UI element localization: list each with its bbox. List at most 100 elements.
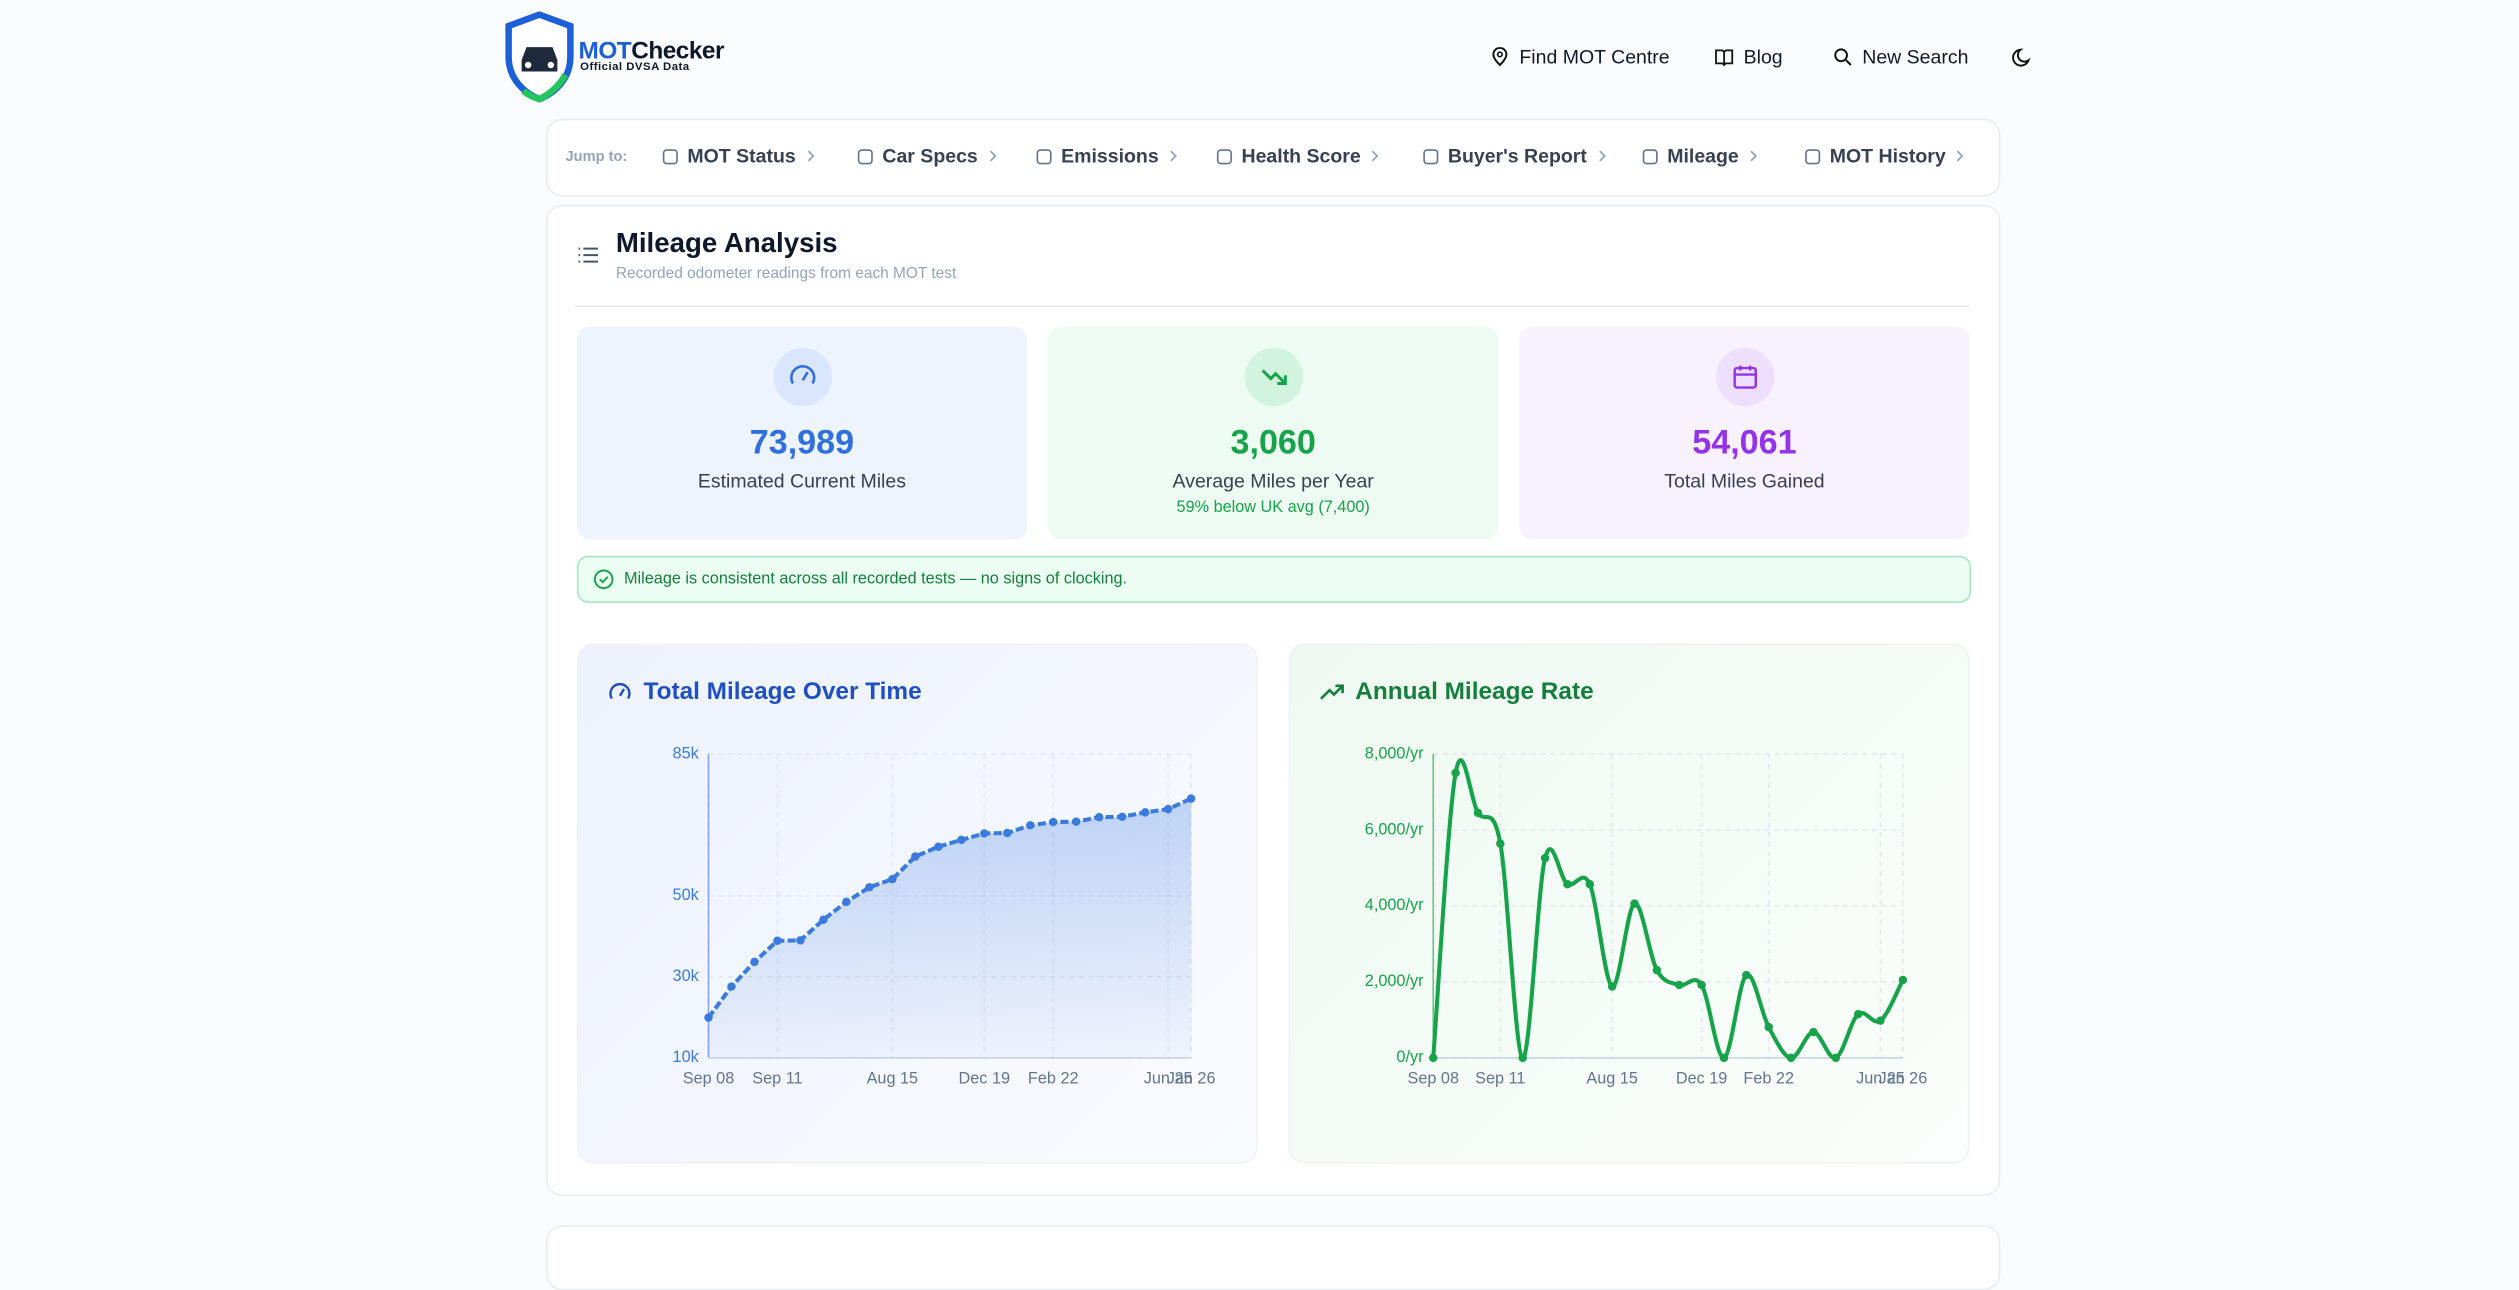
- point: [796, 936, 805, 945]
- jump-text: MOT Status: [687, 144, 796, 168]
- point: [1898, 975, 1908, 985]
- jump-text: Health Score: [1241, 144, 1361, 168]
- jump-text: Emissions: [1061, 144, 1159, 168]
- divider: [575, 305, 1970, 308]
- tagline: Official DVSA Data: [580, 61, 690, 74]
- y-tick-label: 2,000/yr: [1365, 972, 1424, 990]
- point: [1071, 817, 1081, 826]
- next-card: [546, 1225, 2001, 1290]
- y-tick-label: 10k: [673, 1048, 700, 1066]
- jump-bar: [546, 118, 2001, 197]
- icon: [1805, 148, 1821, 164]
- body: MOTChecker Official DVSA Data Find MOT C…: [504, 11, 2033, 1290]
- jump-link[interactable]: MOT History: [1804, 144, 1967, 168]
- icon: [857, 148, 873, 164]
- x-tick-label: Dec 19: [1676, 1069, 1728, 1087]
- nav-text: New Search: [1862, 45, 1969, 69]
- nav-link[interactable]: New Search: [1833, 45, 1969, 69]
- nav-link[interactable]: Find MOT Centre: [1490, 46, 1670, 68]
- icon: [1642, 148, 1658, 164]
- jump-link[interactable]: Health Score: [1216, 144, 1382, 168]
- point: [1876, 1016, 1885, 1025]
- chart-icon: [609, 682, 631, 700]
- point: [1764, 1022, 1773, 1032]
- page: Mileage Analysis { "header": {"brand_pre…: [504, 11, 2033, 1290]
- x-tick-label: Sep 08: [683, 1069, 735, 1087]
- point: [888, 874, 897, 884]
- theme-toggle[interactable]: [2012, 47, 2033, 68]
- chart-icon: [1320, 684, 1344, 700]
- point: [1563, 880, 1572, 889]
- point: [1652, 965, 1662, 975]
- stat-card: 54,061 Total Miles Gained: [1519, 326, 1970, 540]
- stat-label: Estimated Current Miles: [697, 469, 906, 493]
- section-title: Mileage Analysis: [615, 227, 838, 259]
- icon: [1715, 49, 1734, 67]
- section-subtitle: Recorded odometer readings from each MOT…: [615, 264, 957, 283]
- point: [1697, 980, 1706, 990]
- chevron: [1372, 150, 1380, 162]
- y-tick-label: 8,000/yr: [1365, 744, 1424, 762]
- point: [957, 835, 966, 845]
- chevron: [807, 150, 815, 162]
- chevron: [1750, 150, 1758, 162]
- jump-link[interactable]: Mileage: [1641, 144, 1760, 168]
- point: [1496, 839, 1505, 848]
- point: [1540, 853, 1550, 863]
- point: [1094, 812, 1104, 822]
- point: [1518, 1053, 1527, 1063]
- jump-link[interactable]: MOT Status: [661, 144, 816, 168]
- point: [1742, 970, 1751, 980]
- alert-text: Mileage is consistent across all recorde…: [624, 570, 1128, 589]
- point: [1809, 1027, 1818, 1037]
- point: [727, 982, 736, 991]
- point: [1429, 1053, 1438, 1063]
- icon: [1492, 47, 1508, 67]
- point: [1049, 817, 1058, 827]
- chart-card: Annual Mileage Rate 0/yr 2,000/yr 4,000/yr…: [1288, 643, 1970, 1164]
- y-tick-label: 0/yr: [1396, 1048, 1424, 1066]
- point: [1607, 982, 1617, 991]
- icon: [1036, 148, 1052, 164]
- stat-icon: [1243, 347, 1303, 407]
- point: [1831, 1053, 1841, 1063]
- stage: MOTChecker Official DVSA Data Find MOT C…: [504, 11, 2033, 1290]
- jump-text: Buyer's Report: [1447, 144, 1587, 168]
- stat-label: Average Miles per Year: [1172, 469, 1374, 493]
- point: [1451, 768, 1460, 778]
- x-tick-label: Feb 22: [1028, 1069, 1079, 1087]
- stat-note: 59% below UK avg (7,400): [1176, 498, 1370, 517]
- chart: 0/yr 2,000/yr 4,000/yr 6,000/yr 8,000/yr Sep …: [1365, 744, 1927, 1087]
- logo[interactable]: [504, 11, 576, 103]
- jump-text: Mileage: [1667, 144, 1739, 168]
- alert-icon: [593, 569, 614, 590]
- y-tick-label: 6,000/yr: [1365, 820, 1424, 838]
- stat-card: 3,060 Average Miles per Year 59% below U…: [1048, 326, 1499, 540]
- x-tick-label: Feb 22: [1743, 1069, 1794, 1087]
- jump-text: Car Specs: [882, 144, 978, 168]
- nav-link[interactable]: Blog: [1714, 46, 1783, 68]
- stat-card: 73,989 Estimated Current Miles: [576, 326, 1027, 540]
- chart-title: Total Mileage Over Time: [643, 677, 922, 706]
- point: [865, 883, 874, 892]
- point: [1585, 880, 1595, 889]
- y-tick-label: 85k: [673, 744, 700, 762]
- chevron: [1598, 150, 1606, 162]
- jump-link[interactable]: Car Specs: [856, 144, 999, 168]
- jump-link[interactable]: Emissions: [1035, 144, 1180, 168]
- point: [1786, 1053, 1796, 1063]
- point: [1186, 794, 1196, 803]
- point: [1163, 804, 1173, 814]
- brand[interactable]: MOTChecker: [579, 37, 725, 65]
- point: [1719, 1053, 1729, 1063]
- jump-text: MOT History: [1829, 144, 1946, 168]
- jump-link[interactable]: Buyer's Report: [1422, 144, 1608, 168]
- chart-title: Annual Mileage Rate: [1355, 677, 1594, 706]
- x-tick-label: Jun 25: [1144, 1069, 1193, 1087]
- brand-suffix: Checker: [631, 37, 725, 65]
- area: [708, 798, 1192, 1058]
- stat-value: 3,060: [1230, 424, 1316, 462]
- x-tick-label: Aug 15: [867, 1069, 919, 1087]
- chevron: [1957, 150, 1965, 162]
- chevron: [989, 150, 997, 162]
